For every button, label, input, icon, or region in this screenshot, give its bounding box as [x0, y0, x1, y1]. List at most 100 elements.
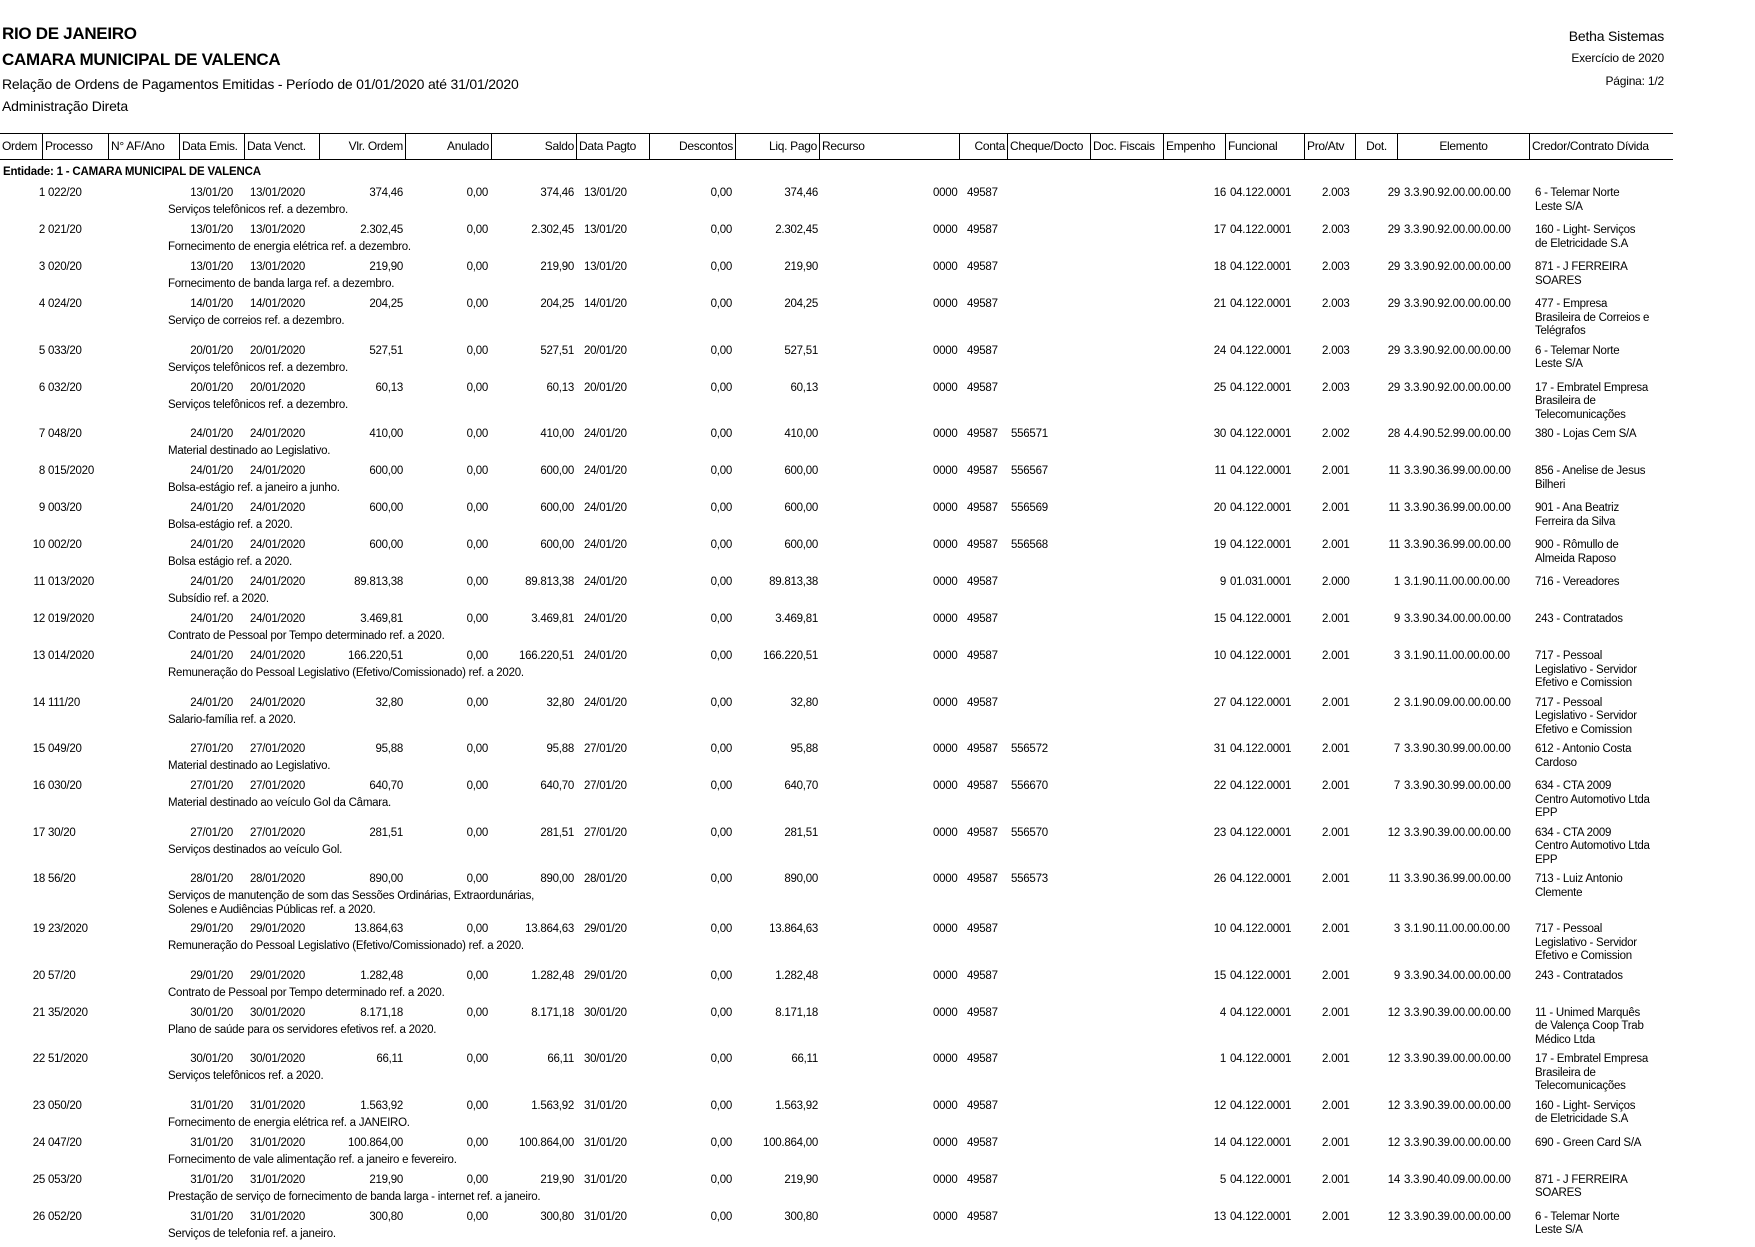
cell-venct: 20/01/2020 [250, 344, 306, 357]
cell-saldo: 166.220,51 [518, 650, 574, 662]
cell-conta: 49587 [967, 696, 998, 709]
column-header: Processo [43, 134, 109, 159]
column-header: Descontos [650, 134, 736, 159]
cell-processo: 047/20 [48, 1136, 82, 1149]
cell-funcional: 04.122.0001 [1230, 381, 1292, 394]
entity-group-label: Entidade: 1 - CAMARA MUNICIPAL DE VALENC… [3, 166, 261, 178]
cell-empenho: 20 [1213, 502, 1227, 514]
cell-elemento: 3.3.90.30.99.00.00.00 [1404, 743, 1511, 755]
cell-processo: 020/20 [48, 261, 82, 273]
cell-dot: 3 [1393, 923, 1400, 935]
cell-conta: 49587 [967, 1210, 998, 1223]
cell-ordem: 2 [38, 224, 45, 236]
table-row: 15 049/20 27/01/20 27/01/2020 95,88 0,00 95,88… [0, 742, 1755, 779]
table-row: 19 23/2020 29/01/20 29/01/2020 13.864,63 0,00… [0, 922, 1755, 969]
cell-dot: 12 [1387, 1006, 1401, 1019]
cell-conta: 49587 [967, 576, 998, 588]
cell-proatv: 2.001 [1322, 1099, 1350, 1112]
cell-funcional: 04.122.0001 [1230, 465, 1292, 477]
cell-venct: 24/01/2020 [250, 613, 306, 625]
cell-empenho: 5 [1219, 1173, 1226, 1186]
column-header: Dot. [1356, 134, 1398, 159]
cell-pagto: 24/01/20 [584, 650, 627, 662]
cell-empenho: 15 [1213, 969, 1227, 982]
cell-emis: 24/01/20 [190, 576, 233, 588]
cell-emis: 20/01/20 [190, 344, 233, 357]
cell-credor: 634 - CTA 2009 Centro Automotivo Ltda EP… [1535, 780, 1650, 819]
cell-saldo: 219,90 [540, 1173, 574, 1186]
cell-vlr: 100.864,00 [347, 1136, 403, 1149]
cell-emis: 27/01/20 [190, 743, 233, 755]
column-header: Liq. Pago [736, 134, 820, 159]
table-row: 17 30/20 27/01/20 27/01/2020 281,51 0,00 281,5… [0, 826, 1755, 873]
order-description: Fornecimento de energia elétrica ref. a … [168, 241, 411, 253]
cell-ordem: 21 [32, 1006, 46, 1019]
cell-emis: 24/01/20 [190, 539, 233, 551]
cell-empenho: 21 [1213, 298, 1227, 310]
cell-venct: 14/01/2020 [250, 298, 306, 310]
cell-elemento: 3.3.90.34.00.00.00.00 [1404, 969, 1511, 982]
cell-processo: 033/20 [48, 344, 82, 357]
cell-credor: 713 - Luiz Antonio Clemente [1535, 873, 1623, 899]
cell-recurso: 0000 [933, 465, 958, 477]
order-description: Material destinado ao veículo Gol da Câm… [168, 797, 391, 809]
cell-saldo: 100.864,00 [518, 1136, 574, 1149]
column-header: Ordem [0, 134, 43, 159]
cell-cheque: 556567 [1011, 465, 1048, 477]
cell-empenho: 4 [1219, 1006, 1226, 1019]
cell-cheque: 556571 [1011, 428, 1048, 440]
cell-pagto: 29/01/20 [584, 969, 627, 982]
cell-empenho: 13 [1213, 1210, 1227, 1223]
cell-pagto: 13/01/20 [584, 187, 627, 199]
cell-credor: 6 - Telemar Norte Leste S/A [1535, 1210, 1620, 1237]
state-title: RIO DE JANEIRO [2, 24, 137, 43]
cell-venct: 27/01/2020 [250, 743, 306, 755]
cell-saldo: 1.282,48 [531, 969, 574, 982]
cell-cheque: 556573 [1011, 873, 1048, 885]
cell-dot: 7 [1393, 743, 1400, 755]
cell-conta: 49587 [967, 923, 998, 935]
order-description: Fornecimento de vale alimentação ref. a … [168, 1153, 457, 1166]
cell-ordem: 6 [38, 381, 45, 394]
cell-emis: 24/01/20 [190, 465, 233, 477]
table-row: 13 014/2020 24/01/20 24/01/2020 166.220,51 0,… [0, 649, 1755, 696]
cell-funcional: 04.122.0001 [1230, 613, 1292, 625]
cell-elemento: 3.3.90.92.00.00.00.00 [1404, 344, 1511, 357]
cell-venct: 13/01/2020 [250, 261, 306, 273]
cell-ordem: 7 [38, 428, 45, 440]
table-row: 21 35/2020 30/01/20 30/01/2020 8.171,18 0,00 8… [0, 1006, 1755, 1053]
cell-venct: 24/01/2020 [250, 465, 306, 477]
cell-elemento: 3.3.90.36.99.00.00.00 [1404, 873, 1511, 885]
cell-conta: 49587 [967, 780, 998, 792]
cell-venct: 24/01/2020 [250, 539, 306, 551]
column-header: Saldo [492, 134, 577, 159]
cell-funcional: 04.122.0001 [1230, 502, 1292, 514]
cell-proatv: 2.001 [1322, 613, 1350, 625]
cell-saldo: 204,25 [540, 298, 574, 310]
cell-descontos: 0,00 [710, 539, 733, 551]
cell-credor: 380 - Lojas Cem S/A [1535, 428, 1637, 440]
cell-anulado: 0,00 [466, 1053, 489, 1065]
cell-descontos: 0,00 [710, 261, 733, 273]
cell-conta: 49587 [967, 650, 998, 662]
cell-processo: 23/2020 [48, 923, 88, 935]
cell-elemento: 3.3.90.40.09.00.00.00 [1404, 1173, 1511, 1186]
cell-funcional: 04.122.0001 [1230, 539, 1292, 551]
cell-pagto: 20/01/20 [584, 344, 627, 357]
cell-anulado: 0,00 [466, 696, 489, 709]
cell-ordem: 5 [38, 344, 45, 357]
cell-proatv: 2.001 [1322, 1210, 1350, 1223]
cell-empenho: 1 [1219, 1053, 1226, 1065]
cell-cheque: 556569 [1011, 502, 1048, 514]
cell-descontos: 0,00 [710, 1053, 733, 1065]
cell-conta: 49587 [967, 381, 998, 394]
cell-venct: 28/01/2020 [250, 873, 306, 885]
cell-venct: 31/01/2020 [250, 1210, 306, 1223]
cell-liq: 890,00 [784, 873, 818, 885]
column-header: Data Emis. [180, 134, 245, 159]
column-header: Conta [960, 134, 1008, 159]
cell-funcional: 04.122.0001 [1230, 298, 1292, 310]
order-description: Fornecimento de banda larga ref. a dezem… [168, 278, 395, 290]
cell-liq: 60,13 [790, 381, 818, 394]
cell-elemento: 3.3.90.30.99.00.00.00 [1404, 780, 1511, 792]
